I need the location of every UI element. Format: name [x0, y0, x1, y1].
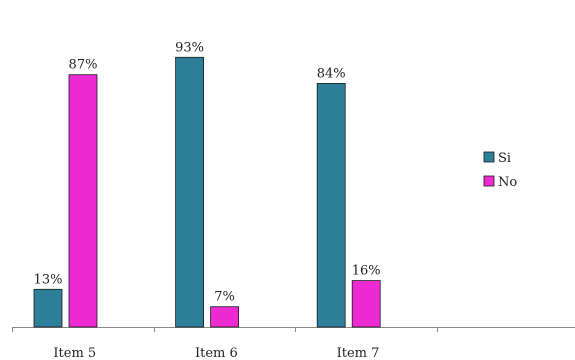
data-label: 7% — [214, 290, 235, 305]
legend-swatch-si — [483, 151, 495, 163]
bar-si-item-5 — [33, 288, 63, 328]
x-tick-label: Item 5 — [53, 346, 96, 360]
bar-no-item-5 — [68, 74, 98, 328]
bar-no-item-6 — [210, 306, 240, 328]
x-tick-label: Item 6 — [195, 346, 238, 360]
data-label: 13% — [34, 272, 63, 287]
data-label: 16% — [352, 264, 381, 279]
bar-no-item-7 — [351, 280, 381, 328]
legend-label-si: Si — [498, 151, 511, 166]
bar-si-item-7 — [316, 83, 346, 328]
legend-label-no: No — [498, 175, 517, 190]
data-label: 84% — [317, 66, 346, 81]
x-tick-label: Item 7 — [337, 346, 380, 360]
data-label: 93% — [175, 40, 204, 55]
data-label: 87% — [69, 58, 98, 73]
legend-swatch-no — [483, 175, 495, 187]
bar-si-item-6 — [175, 56, 205, 328]
